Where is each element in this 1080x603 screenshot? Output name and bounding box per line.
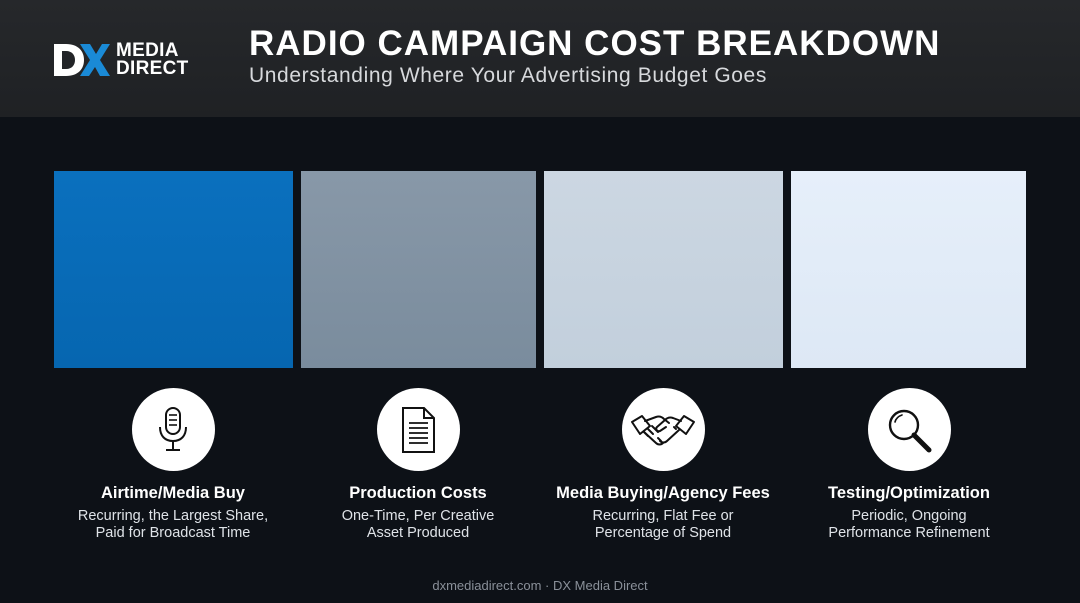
footer-credit[interactable]: dxmediadirect.com · DX Media Direct	[432, 578, 648, 593]
category-description: One-Time, Per Creative Asset Produced	[298, 508, 538, 542]
logo-mark-icon	[52, 42, 110, 78]
category-title: Production Costs	[349, 484, 487, 502]
description-line: Performance Refinement	[828, 525, 990, 541]
icon-badge	[131, 388, 215, 471]
description-line: Asset Produced	[366, 525, 470, 541]
description-line: Recurring, Flat Fee or	[592, 508, 734, 524]
description-line: One-Time, Per Creative	[341, 508, 495, 524]
description-line: Periodic, Ongoing	[851, 508, 967, 524]
header-bar: MEDIA DIRECT RADIO CAMPAIGN COST BREAKDO…	[0, 0, 1080, 117]
icon-badge	[621, 388, 705, 471]
color-block-airtime	[54, 171, 293, 368]
category-testing: Testing/Optimization Periodic, Ongoing P…	[789, 388, 1029, 542]
category-agency-fees: Media Buying/Agency Fees Recurring, Flat…	[543, 388, 783, 542]
logo-line-2: DIRECT	[116, 58, 189, 79]
category-title: Airtime/Media Buy	[101, 484, 245, 502]
cost-color-blocks	[0, 171, 1080, 368]
icon-badge	[376, 388, 460, 471]
page-subtitle: Understanding Where Your Advertising Bud…	[249, 64, 767, 87]
icon-badge	[867, 388, 951, 471]
logo-line-1: MEDIA	[116, 40, 179, 61]
page-title: RADIO CAMPAIGN COST BREAKDOWN	[249, 24, 941, 63]
color-block-testing	[791, 171, 1026, 368]
category-airtime: Airtime/Media Buy Recurring, the Largest…	[53, 388, 293, 542]
description-line: Recurring, the Largest Share,	[77, 508, 269, 524]
logo-wordmark: MEDIA DIRECT	[116, 40, 189, 79]
microphone-icon	[159, 406, 187, 451]
document-icon	[402, 406, 435, 453]
color-block-production	[301, 171, 536, 368]
color-block-agency-fees	[544, 171, 783, 368]
category-description: Periodic, Ongoing Performance Refinement	[789, 508, 1029, 542]
brand-logo[interactable]: MEDIA DIRECT	[52, 40, 189, 80]
magnifier-icon	[888, 409, 932, 452]
category-description: Recurring, the Largest Share, Paid for B…	[53, 508, 293, 542]
category-description: Recurring, Flat Fee or Percentage of Spe…	[543, 508, 783, 542]
category-production: Production Costs One-Time, Per Creative …	[298, 388, 538, 542]
handshake-icon	[631, 414, 695, 445]
description-line: Paid for Broadcast Time	[95, 525, 251, 541]
category-title: Media Buying/Agency Fees	[556, 484, 770, 502]
category-title: Testing/Optimization	[828, 484, 990, 502]
description-line: Percentage of Spend	[594, 525, 732, 541]
